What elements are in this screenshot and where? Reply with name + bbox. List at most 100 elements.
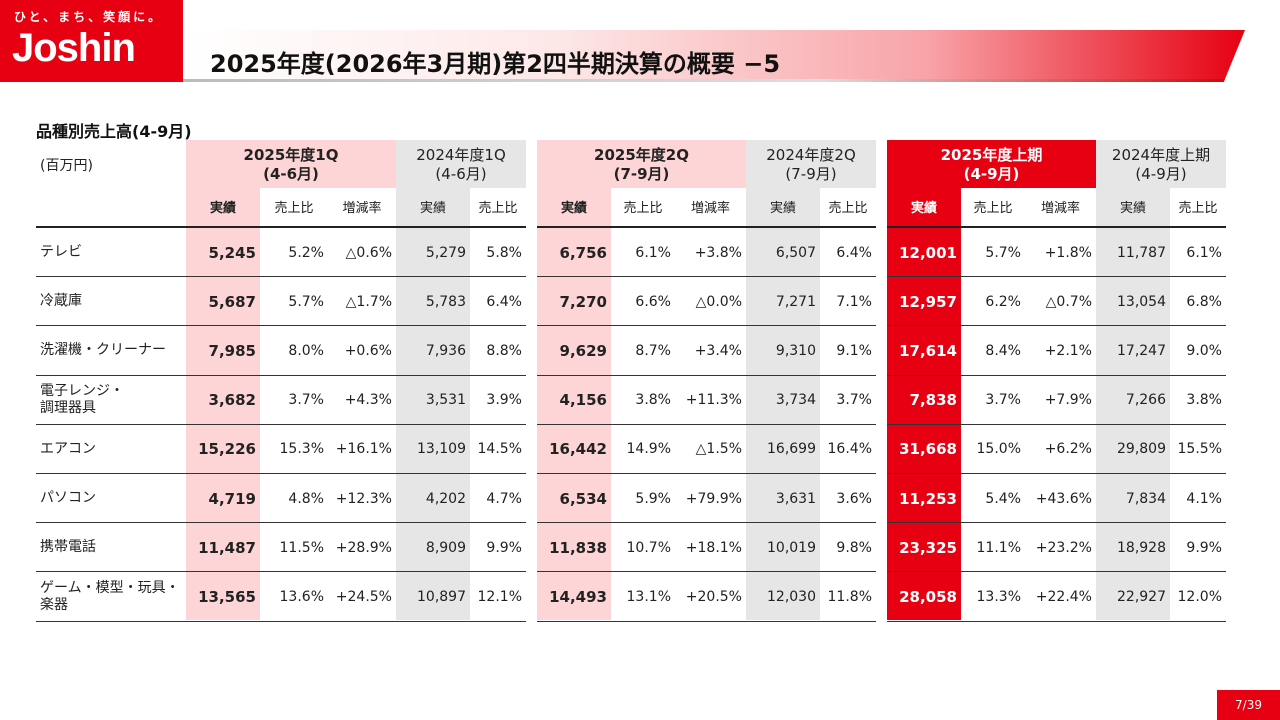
head-bg-2024-h1 xyxy=(1096,140,1226,188)
table-cell: 18,928 xyxy=(1117,539,1166,556)
table-cell: 16,442 xyxy=(549,440,607,459)
table-cell: △0.6% xyxy=(345,244,392,261)
subheader-actual: 実績 xyxy=(769,201,796,216)
table-cell: +79.9% xyxy=(685,490,742,507)
table-cell: +43.6% xyxy=(1035,490,1092,507)
row-divider xyxy=(537,522,876,524)
table-cell: 28,058 xyxy=(899,587,957,606)
row-divider xyxy=(36,423,526,425)
table-cell: +0.6% xyxy=(344,342,392,359)
logo-brand: Joshin xyxy=(12,26,136,70)
subheader-ratio: 売上比 xyxy=(828,201,868,216)
col-bg-2024-2q xyxy=(746,140,820,620)
table-cell: +18.1% xyxy=(685,539,742,556)
page-number: 7/39 xyxy=(1217,690,1280,720)
table-cell: 6,507 xyxy=(775,244,816,261)
table-cell: 3.7% xyxy=(836,392,872,409)
row-divider xyxy=(36,325,526,327)
table-cell: 23,325 xyxy=(899,538,957,557)
table-cell: 11.8% xyxy=(827,588,872,605)
col-bg-2024-h1 xyxy=(1096,140,1170,620)
row-label: 洗濯機・クリーナー xyxy=(40,342,166,359)
table-cell: 7,271 xyxy=(775,293,816,310)
table-cell: +23.2% xyxy=(1035,539,1092,556)
row-divider xyxy=(36,473,526,474)
table-cell: △0.7% xyxy=(1045,293,1092,310)
table-cell: 12.0% xyxy=(1177,588,1222,605)
table-cell: 9,629 xyxy=(559,341,607,360)
table-cell: +6.2% xyxy=(1044,441,1092,458)
table-cell: 5,783 xyxy=(425,293,466,310)
table-cell: 14.9% xyxy=(626,441,671,458)
table-cell: 5,245 xyxy=(208,243,256,262)
table-cell: 3,531 xyxy=(425,392,466,409)
subheader-ratio: 売上比 xyxy=(1178,201,1218,216)
row-divider xyxy=(887,423,1226,425)
subheader-change: 増減率 xyxy=(1040,201,1080,216)
table-cell: 11,787 xyxy=(1117,244,1166,261)
section-title: 品種別売上高(4-9月) xyxy=(36,122,192,141)
row-divider xyxy=(537,571,876,573)
table-cell: 9,310 xyxy=(775,342,816,359)
table-cell: 8.0% xyxy=(288,342,324,359)
subheader-actual: 実績 xyxy=(560,201,587,216)
row-divider xyxy=(537,620,876,622)
table-cell: 11,838 xyxy=(549,538,607,557)
table-cell: 14.5% xyxy=(477,441,522,458)
table-cell: +2.1% xyxy=(1044,342,1092,359)
table-cell: 14,493 xyxy=(549,587,607,606)
table-cell: 8.4% xyxy=(985,342,1021,359)
table-cell: 16.4% xyxy=(827,441,872,458)
header-divider xyxy=(887,226,1226,228)
col-bg-2025-h1 xyxy=(887,140,961,620)
head-bg-2024-2q xyxy=(746,140,876,188)
row-divider xyxy=(887,325,1226,327)
table-cell: 6.4% xyxy=(486,293,522,310)
table-cell: 17,614 xyxy=(899,341,957,360)
head-bg-2025-h1 xyxy=(887,140,1096,188)
table-cell: +28.9% xyxy=(335,539,392,556)
table-cell: 13,565 xyxy=(198,587,256,606)
group-header-2025-h1: 2025年度上期 (4-9月) xyxy=(940,146,1043,183)
table-cell: 15.0% xyxy=(976,441,1021,458)
row-divider xyxy=(36,571,526,573)
table-cell: +3.8% xyxy=(694,244,742,261)
table-cell: 6,756 xyxy=(559,243,607,262)
table-cell: 13.1% xyxy=(626,588,671,605)
row-label: エアコン xyxy=(40,440,96,457)
row-divider xyxy=(887,374,1226,376)
table-cell: 10.7% xyxy=(626,539,671,556)
subheader-change: 増減率 xyxy=(342,201,382,216)
subheader-actual: 実績 xyxy=(910,201,937,216)
table-cell: +16.1% xyxy=(335,441,392,458)
table-cell: 31,668 xyxy=(899,440,957,459)
header-divider xyxy=(537,226,876,228)
table-cell: 4,719 xyxy=(208,489,256,508)
row-divider xyxy=(537,276,876,278)
table-cell: 7,838 xyxy=(909,391,957,410)
table-cell: 12,957 xyxy=(899,292,957,311)
table-cell: 3.8% xyxy=(635,392,671,409)
table-cell: 7,266 xyxy=(1125,392,1166,409)
subheader-ratio: 売上比 xyxy=(274,201,314,216)
row-divider xyxy=(537,374,876,376)
col-bg-2024-1q xyxy=(396,140,470,620)
table-cell: 5.7% xyxy=(288,293,324,310)
table-cell: 4.7% xyxy=(486,490,522,507)
table-cell: 3,631 xyxy=(775,490,816,507)
table-cell: +24.5% xyxy=(335,588,392,605)
table-cell: 3,682 xyxy=(208,391,256,410)
table-cell: 7.1% xyxy=(836,293,872,310)
table-cell: +3.4% xyxy=(694,342,742,359)
row-divider xyxy=(36,522,526,524)
table-cell: +1.8% xyxy=(1044,244,1092,261)
table-cell: 13,054 xyxy=(1117,293,1166,310)
table-cell: 5.4% xyxy=(985,490,1021,507)
table-cell: 13.6% xyxy=(279,588,324,605)
title-bar xyxy=(183,30,1245,82)
group-header-2024-h1: 2024年度上期 (4-9月) xyxy=(1111,146,1211,183)
table-cell: 5.9% xyxy=(635,490,671,507)
table-cell: 8.8% xyxy=(486,342,522,359)
row-divider xyxy=(36,276,526,278)
table-cell: 5.2% xyxy=(288,244,324,261)
